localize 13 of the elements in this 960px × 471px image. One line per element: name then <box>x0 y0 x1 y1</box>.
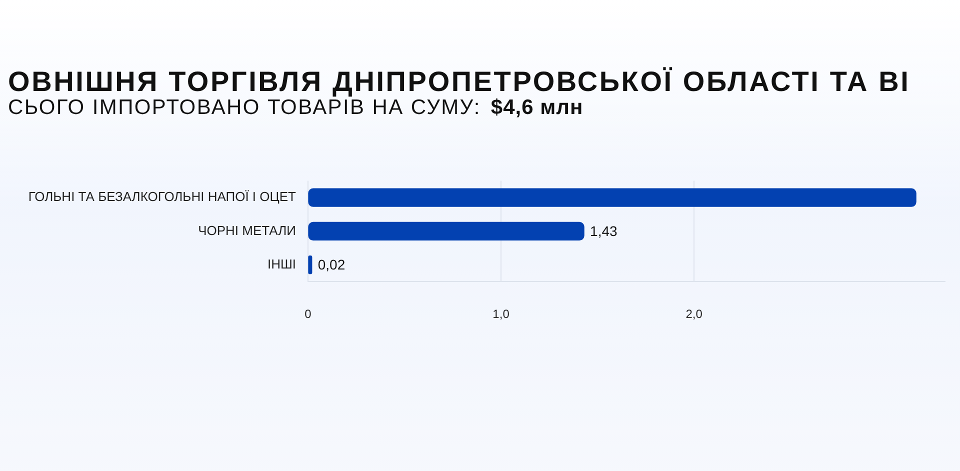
y-tick-label: ЧОРНІ МЕТАЛИ <box>198 222 296 238</box>
y-tick-label: ІНШІ <box>267 256 296 272</box>
x-tick-label: 0 <box>304 307 312 322</box>
bar <box>308 255 312 274</box>
bar <box>308 188 916 207</box>
data-label: 1,43 <box>590 223 618 240</box>
chart-title: ОВНІШНЯ ТОРГІВЛЯ ДНІПРОПЕТРОВСЬКОЇ ОБЛАСТІ ТА ВІ <box>8 66 910 97</box>
chart-subtitle: СЬОГО ІМПОРТОВАНО ТОВАРІВ НА СУМУ: $4,6 млн <box>8 96 584 119</box>
bar <box>308 222 584 241</box>
data-label: 0,02 <box>318 256 346 273</box>
x-tick-label: 2,0 <box>686 307 703 322</box>
x-tick-label: 1,0 <box>492 307 510 322</box>
y-tick-label: ГОЛЬНІ ТА БЕЗАЛКОГОЛЬНІ НАПОЇ І ОЦЕТ <box>28 189 296 204</box>
